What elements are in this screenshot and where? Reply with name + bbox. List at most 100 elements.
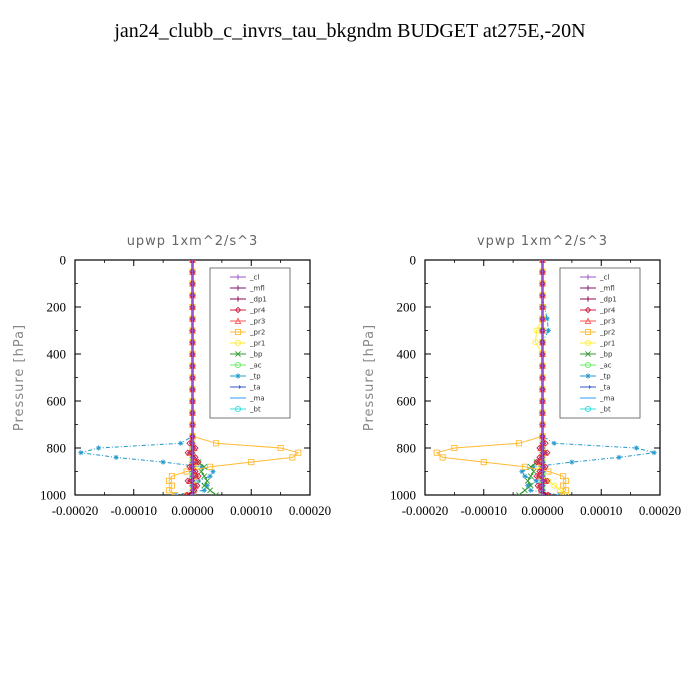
data-point-cl — [189, 483, 196, 489]
chart-title: vpwp 1xm^2/s^3 — [477, 234, 608, 249]
y-tick-label: 0 — [410, 253, 417, 268]
data-point-cl — [189, 386, 196, 392]
legend-label-mfl: _mfl — [249, 285, 265, 293]
y-tick-label: 0 — [60, 253, 67, 268]
data-point-tp — [178, 440, 184, 446]
y-tick-label: 200 — [47, 300, 67, 315]
data-point-pr4 — [183, 491, 190, 495]
y-tick-label: 400 — [397, 347, 417, 362]
data-point-bp — [198, 468, 205, 475]
data-point-pr4 — [533, 458, 540, 466]
data-point-tp — [531, 464, 537, 470]
y-tick-label: 400 — [47, 347, 67, 362]
data-point-pr2 — [433, 449, 440, 456]
data-point-pr2 — [480, 459, 487, 466]
data-point-tp — [160, 459, 166, 465]
legend-marker — [585, 274, 591, 280]
legend-label-pr2: _pr2 — [599, 329, 615, 337]
legend-marker — [584, 306, 592, 314]
legend-box — [559, 267, 641, 419]
data-point-cl — [539, 487, 546, 493]
data-point-bp — [521, 487, 528, 494]
data-point-cl — [189, 351, 196, 357]
data-point-pr4 — [542, 440, 549, 447]
legend-marker — [585, 373, 591, 379]
data-point-pr2 — [439, 454, 446, 461]
data-point-tp — [633, 445, 640, 451]
legend-label-tp: _tp — [249, 373, 261, 381]
data-point-cl — [189, 260, 196, 263]
data-point-cl — [539, 260, 546, 263]
legend-label-pr3: _pr3 — [249, 318, 265, 326]
data-point-cl — [539, 269, 546, 275]
data-point-tp — [207, 473, 213, 479]
chart-panel-1: upwp 1xm^2/s^3 Pressure [hPa] 0 200 400 600 80… — [12, 234, 331, 518]
data-point-cl — [189, 468, 196, 475]
data-point-pr4 — [192, 444, 199, 452]
data-point-cl — [539, 433, 546, 439]
x-tick-label: -0.00010 — [110, 503, 157, 518]
data-point-cl — [539, 316, 546, 322]
data-point-tp — [534, 478, 540, 484]
y-tick-label: 200 — [397, 300, 417, 315]
data-point-ta — [539, 493, 546, 495]
data-point-cl — [189, 339, 196, 345]
data-point-tp — [522, 473, 528, 479]
data-point-bp — [516, 492, 522, 495]
data-point-cl — [189, 398, 196, 404]
data-point-cl — [189, 316, 196, 322]
legend-label-ma: _ma — [599, 395, 615, 403]
data-point-bp — [527, 482, 534, 489]
data-point-cl — [539, 374, 546, 381]
data-point-cl — [539, 464, 546, 470]
chart-panel-2: vpwp 1xm^2/s^3 Pressure [hPa] 0 200 400 600 80… — [362, 234, 681, 518]
legend-marker — [584, 405, 592, 413]
legend-label-bt: _bt — [599, 406, 611, 414]
legend-label-cl: _cl — [599, 274, 609, 282]
data-point-cl — [539, 473, 546, 479]
data-point-cl — [189, 445, 196, 451]
data-point-pr4 — [192, 454, 199, 461]
data-point-pr2 — [562, 487, 570, 494]
data-point-pr2 — [289, 454, 296, 461]
data-point-cl — [539, 492, 546, 495]
legend-label-mfl: _mfl — [599, 285, 615, 293]
legend-marker — [234, 317, 242, 325]
data-point-pr4 — [195, 458, 202, 466]
legend-marker — [234, 339, 242, 347]
legend-label-dp1: _dp1 — [599, 296, 617, 304]
data-point-pr4 — [536, 444, 543, 452]
data-point-tp — [616, 454, 622, 460]
data-point-cl — [189, 492, 196, 495]
legend-label-pr1: _pr1 — [249, 340, 265, 348]
legend-label-ma: _ma — [249, 395, 265, 403]
data-point-pr4 — [536, 468, 543, 475]
data-point-tp — [545, 327, 551, 334]
data-point-cl — [539, 478, 546, 484]
data-point-cl — [539, 421, 546, 428]
legend-marker — [235, 351, 241, 357]
x-tick-label: 0.00020 — [289, 503, 331, 518]
y-tick-label: 1000 — [390, 488, 416, 503]
data-point-pr2 — [557, 491, 564, 495]
data-point-pr1 — [562, 491, 570, 495]
legend-marker — [585, 385, 592, 389]
legend-label-pr3: _pr3 — [599, 318, 615, 326]
legend-marker — [235, 296, 241, 302]
page-title: jan24_clubb_c_invrs_tau_bkgndm BUDGET at… — [114, 20, 586, 42]
data-point-cl — [539, 445, 546, 451]
legend-marker — [234, 405, 242, 413]
data-point-bp — [213, 492, 219, 495]
data-point-tp — [569, 459, 575, 465]
legend-marker — [235, 285, 241, 291]
data-point-cl — [539, 483, 546, 489]
data-point-cl — [189, 450, 196, 456]
data-point-dp1 — [542, 492, 549, 495]
data-point-cl — [539, 454, 546, 460]
data-point-cl — [539, 304, 546, 310]
data-point-pr4 — [186, 440, 193, 447]
data-point-cl — [539, 386, 546, 392]
x-tick-label: 0.00000 — [521, 503, 563, 518]
data-point-tp — [544, 316, 550, 322]
